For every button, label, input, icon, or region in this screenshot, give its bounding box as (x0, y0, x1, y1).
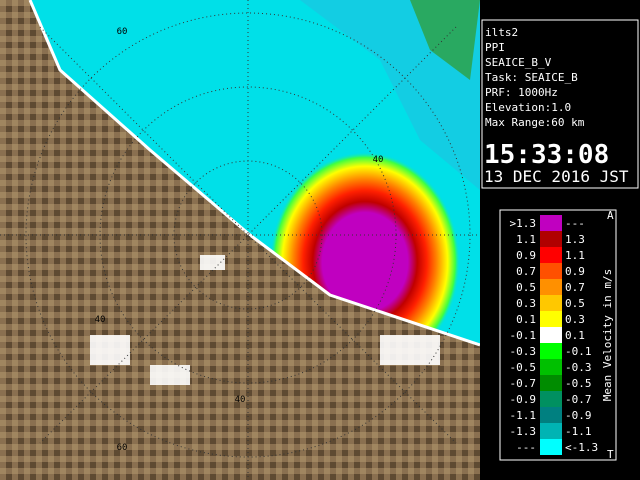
legend-swatch (540, 423, 562, 439)
legend-swatch (540, 295, 562, 311)
date: 13 DEC 2016 JST (484, 167, 629, 186)
legend-range: -0.3 (565, 361, 592, 374)
range-label: 40 (95, 315, 106, 325)
info-panel (481, 19, 639, 189)
legend-label: 0.3 (516, 297, 536, 310)
map (0, 0, 480, 480)
legend-label: -1.3 (510, 425, 537, 438)
legend-label: 0.7 (516, 265, 536, 278)
legend-swatch (540, 343, 562, 359)
legend-label: -0.7 (510, 377, 537, 390)
legend-range: 0.3 (565, 313, 585, 326)
legend-range: 0.5 (565, 297, 585, 310)
legend-label: --- (516, 441, 536, 454)
info-line: ilts2 (485, 26, 518, 39)
legend-range: 1.3 (565, 233, 585, 246)
legend-swatch (540, 375, 562, 391)
legend-swatch (540, 407, 562, 423)
legend-label: -0.3 (510, 345, 537, 358)
legend-swatch (540, 231, 562, 247)
time: 15:33:08 (484, 140, 609, 170)
info-line: Elevation:1.0 (485, 101, 571, 114)
legend-marker: A (607, 209, 614, 222)
legend-title: Mean Velocity in m/s (601, 269, 614, 401)
legend-swatch (540, 263, 562, 279)
legend-range: -0.5 (565, 377, 592, 390)
legend-label: -1.1 (510, 409, 537, 422)
legend-label: 1.1 (516, 233, 536, 246)
legend-label: 0.9 (516, 249, 536, 262)
legend-swatch (540, 439, 562, 455)
legend-label: -0.1 (510, 329, 537, 342)
legend-label: -0.5 (510, 361, 537, 374)
legend-swatch (540, 279, 562, 295)
legend-swatch (540, 247, 562, 263)
legend-swatch (540, 359, 562, 375)
legend-label: -0.9 (510, 393, 537, 406)
legend-range: 0.1 (565, 329, 585, 342)
legend-swatch (540, 391, 562, 407)
range-label: 40 (235, 395, 246, 405)
range-label: 60 (117, 27, 128, 37)
legend-range: -0.1 (565, 345, 592, 358)
legend-label: 0.5 (516, 281, 536, 294)
legend-range: -0.9 (565, 409, 592, 422)
info-line: PRF: 1000Hz (485, 86, 558, 99)
legend-range: 0.9 (565, 265, 585, 278)
legend-range: <-1.3 (565, 441, 598, 454)
info-line: SEAICE_B_V (485, 56, 552, 69)
info-line: Max Range:60 km (485, 116, 585, 129)
legend-range: -1.1 (565, 425, 592, 438)
range-label: 40 (373, 155, 384, 165)
info-line: PPI (485, 41, 505, 54)
legend-range: 0.7 (565, 281, 585, 294)
legend-swatch (540, 311, 562, 327)
legend-swatch (540, 327, 562, 343)
info-line: Task: SEAICE_B (485, 71, 578, 84)
legend-swatch (540, 215, 562, 231)
legend-label: >1.3 (510, 217, 537, 230)
legend-label: 0.1 (516, 313, 536, 326)
legend-range: -0.7 (565, 393, 592, 406)
range-label: 60 (117, 443, 128, 453)
legend-marker: T (607, 448, 614, 461)
legend-range: --- (565, 217, 585, 230)
legend-range: 1.1 (565, 249, 585, 262)
